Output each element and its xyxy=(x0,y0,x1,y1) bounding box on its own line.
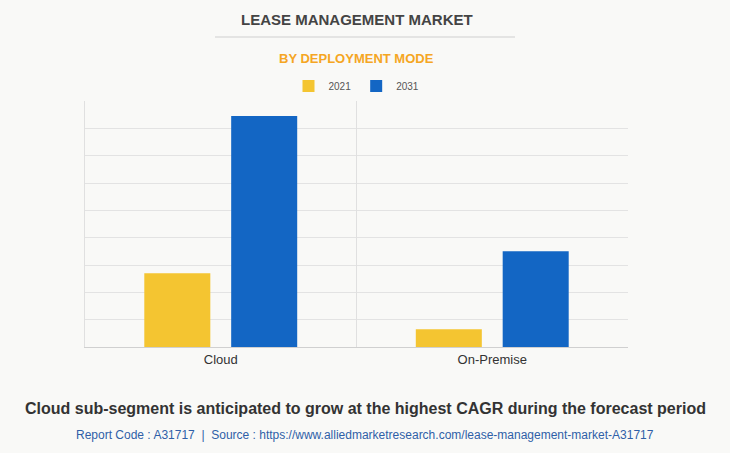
svg-text:Report Code : A31717 | Sourc: Report Code : A31717 | Source : https://… xyxy=(76,428,654,442)
svg-text:On-Premise: On-Premise xyxy=(458,352,527,367)
svg-text:Cloud sub-segment is anticipat: Cloud sub-segment is anticipated to grow… xyxy=(25,400,706,417)
svg-text:BY DEPLOYMENT MODE: BY DEPLOYMENT MODE xyxy=(279,51,434,66)
svg-text:2031: 2031 xyxy=(396,81,419,92)
svg-text:LEASE MANAGEMENT MARKET: LEASE MANAGEMENT MARKET xyxy=(241,11,473,28)
svg-text:Cloud: Cloud xyxy=(204,352,238,367)
svg-text:2021: 2021 xyxy=(329,81,352,92)
